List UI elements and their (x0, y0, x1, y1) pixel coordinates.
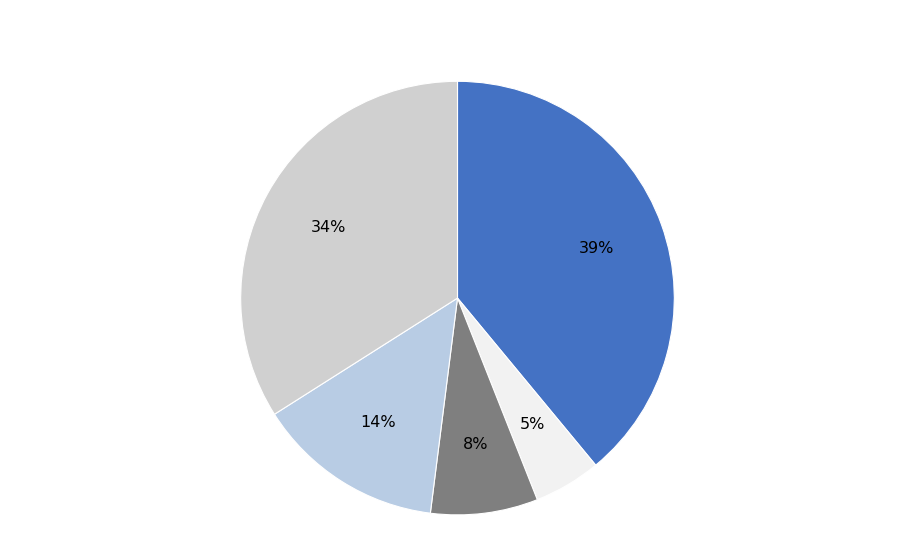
Wedge shape (458, 298, 596, 500)
Wedge shape (430, 298, 537, 515)
Text: 8%: 8% (463, 437, 489, 452)
Text: 5%: 5% (520, 417, 545, 433)
Text: 14%: 14% (361, 415, 396, 430)
Text: 39%: 39% (578, 241, 614, 256)
Wedge shape (274, 298, 458, 513)
Wedge shape (241, 81, 458, 414)
Text: 34%: 34% (310, 220, 346, 235)
Wedge shape (458, 81, 674, 465)
